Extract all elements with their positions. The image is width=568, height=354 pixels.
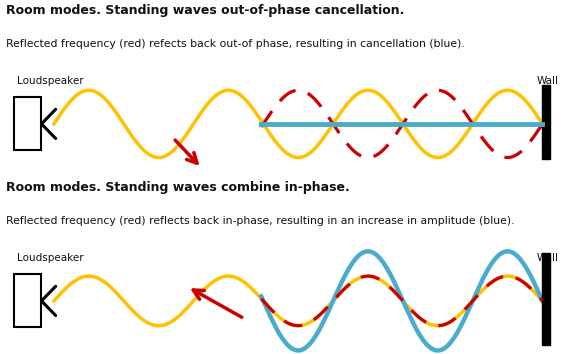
Text: Loudspeaker: Loudspeaker	[17, 253, 83, 263]
Text: Wall: Wall	[537, 76, 559, 86]
Text: Room modes. Standing waves out-of-phase cancellation.: Room modes. Standing waves out-of-phase …	[6, 4, 404, 17]
Text: Loudspeaker: Loudspeaker	[17, 76, 83, 86]
Text: Wall: Wall	[537, 253, 559, 263]
Bar	[542, 253, 550, 345]
Bar	[14, 97, 41, 150]
Bar	[14, 274, 41, 327]
Text: Reflected frequency (red) refects back out-of phase, resulting in cancellation (: Reflected frequency (red) refects back o…	[6, 39, 465, 49]
Text: Room modes. Standing waves combine in-phase.: Room modes. Standing waves combine in-ph…	[6, 181, 349, 194]
Text: Reflected frequency (red) reflects back in-phase, resulting in an increase in am: Reflected frequency (red) reflects back …	[6, 216, 514, 226]
Bar	[542, 85, 550, 159]
